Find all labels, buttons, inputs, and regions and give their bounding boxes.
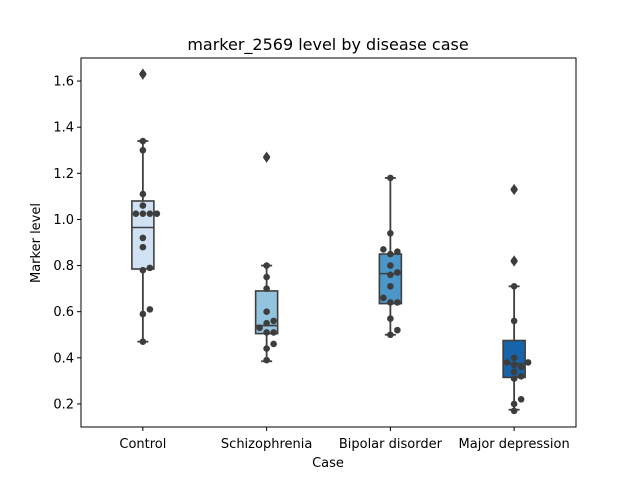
- data-point: [146, 210, 154, 217]
- data-point: [139, 210, 147, 217]
- data-point: [387, 174, 394, 182]
- data-point: [394, 299, 401, 306]
- y-tick-label: 1.4: [53, 121, 74, 136]
- box-group: [131, 68, 161, 345]
- data-point: [510, 354, 518, 362]
- y-tick-label: 0.2: [53, 397, 74, 412]
- data-point: [139, 146, 147, 154]
- data-point: [146, 264, 154, 272]
- data-point: [387, 229, 394, 237]
- x-tick-label: Major depression: [459, 437, 570, 452]
- data-point: [510, 186, 518, 193]
- y-axis-label: Marker level: [29, 203, 44, 283]
- data-point: [139, 137, 147, 145]
- data-point: [263, 329, 270, 336]
- data-point: [510, 317, 518, 325]
- data-point: [263, 153, 270, 161]
- data-point: [263, 308, 270, 315]
- data-point: [153, 210, 161, 217]
- box-group: [502, 183, 532, 415]
- y-tick-label: 1.2: [53, 167, 74, 182]
- data-point: [256, 324, 263, 332]
- data-point: [510, 368, 518, 375]
- data-point: [387, 283, 394, 290]
- data-point: [139, 243, 147, 251]
- data-point: [270, 317, 277, 325]
- data-point: [263, 273, 270, 281]
- data-point: [387, 262, 394, 269]
- data-point: [139, 234, 147, 242]
- data-point: [517, 372, 525, 380]
- data-point: [139, 70, 147, 78]
- data-point: [139, 338, 147, 345]
- data-point: [510, 375, 518, 382]
- data-point: [517, 363, 525, 371]
- data-point: [132, 210, 140, 217]
- data-point: [139, 190, 147, 198]
- data-point: [510, 361, 518, 369]
- data-point: [263, 356, 270, 364]
- y-tick-label: 1.6: [53, 75, 74, 90]
- y-tick-label: 0.4: [53, 351, 74, 366]
- data-point: [380, 294, 387, 302]
- data-point: [387, 271, 394, 279]
- data-point: [380, 246, 387, 253]
- data-point: [510, 283, 518, 290]
- box-group: [254, 151, 279, 364]
- plot-layer: [131, 68, 532, 415]
- y-tick-label: 0.6: [53, 305, 74, 320]
- data-point: [263, 285, 270, 292]
- x-axis-label: Case: [312, 456, 344, 471]
- x-tick-label: Control: [119, 437, 166, 452]
- data-point: [146, 306, 154, 313]
- data-point: [263, 345, 270, 352]
- box-group: [378, 174, 403, 339]
- data-point: [510, 400, 518, 408]
- data-point: [270, 340, 277, 348]
- y-tick-label: 1.0: [53, 213, 74, 228]
- data-point: [139, 266, 147, 274]
- data-point: [387, 299, 394, 306]
- axis-layer: 0.2 0.4 0.6 0.8 1.0 1.2 1.4 1.6 Control Schizophr…: [53, 57, 577, 452]
- data-point: [394, 326, 401, 334]
- data-point: [270, 329, 277, 336]
- data-point: [263, 319, 270, 327]
- plot-frame: [80, 57, 577, 428]
- data-point: [139, 202, 147, 209]
- data-point: [394, 269, 401, 276]
- data-point: [510, 407, 518, 415]
- x-tick-label: Bipolar disorder: [339, 437, 443, 452]
- x-tick-label: Schizophrenia: [221, 437, 312, 452]
- data-point: [387, 331, 394, 339]
- data-point: [394, 248, 401, 256]
- data-point: [503, 359, 511, 366]
- data-point: [524, 359, 532, 366]
- data-point: [510, 257, 518, 265]
- data-point: [263, 262, 270, 269]
- chart-title: marker_2569 level by disease case: [187, 35, 468, 55]
- data-point: [387, 250, 394, 258]
- data-point: [517, 396, 525, 403]
- data-point: [139, 310, 147, 318]
- y-tick-label: 0.8: [53, 259, 74, 274]
- data-point: [387, 315, 394, 322]
